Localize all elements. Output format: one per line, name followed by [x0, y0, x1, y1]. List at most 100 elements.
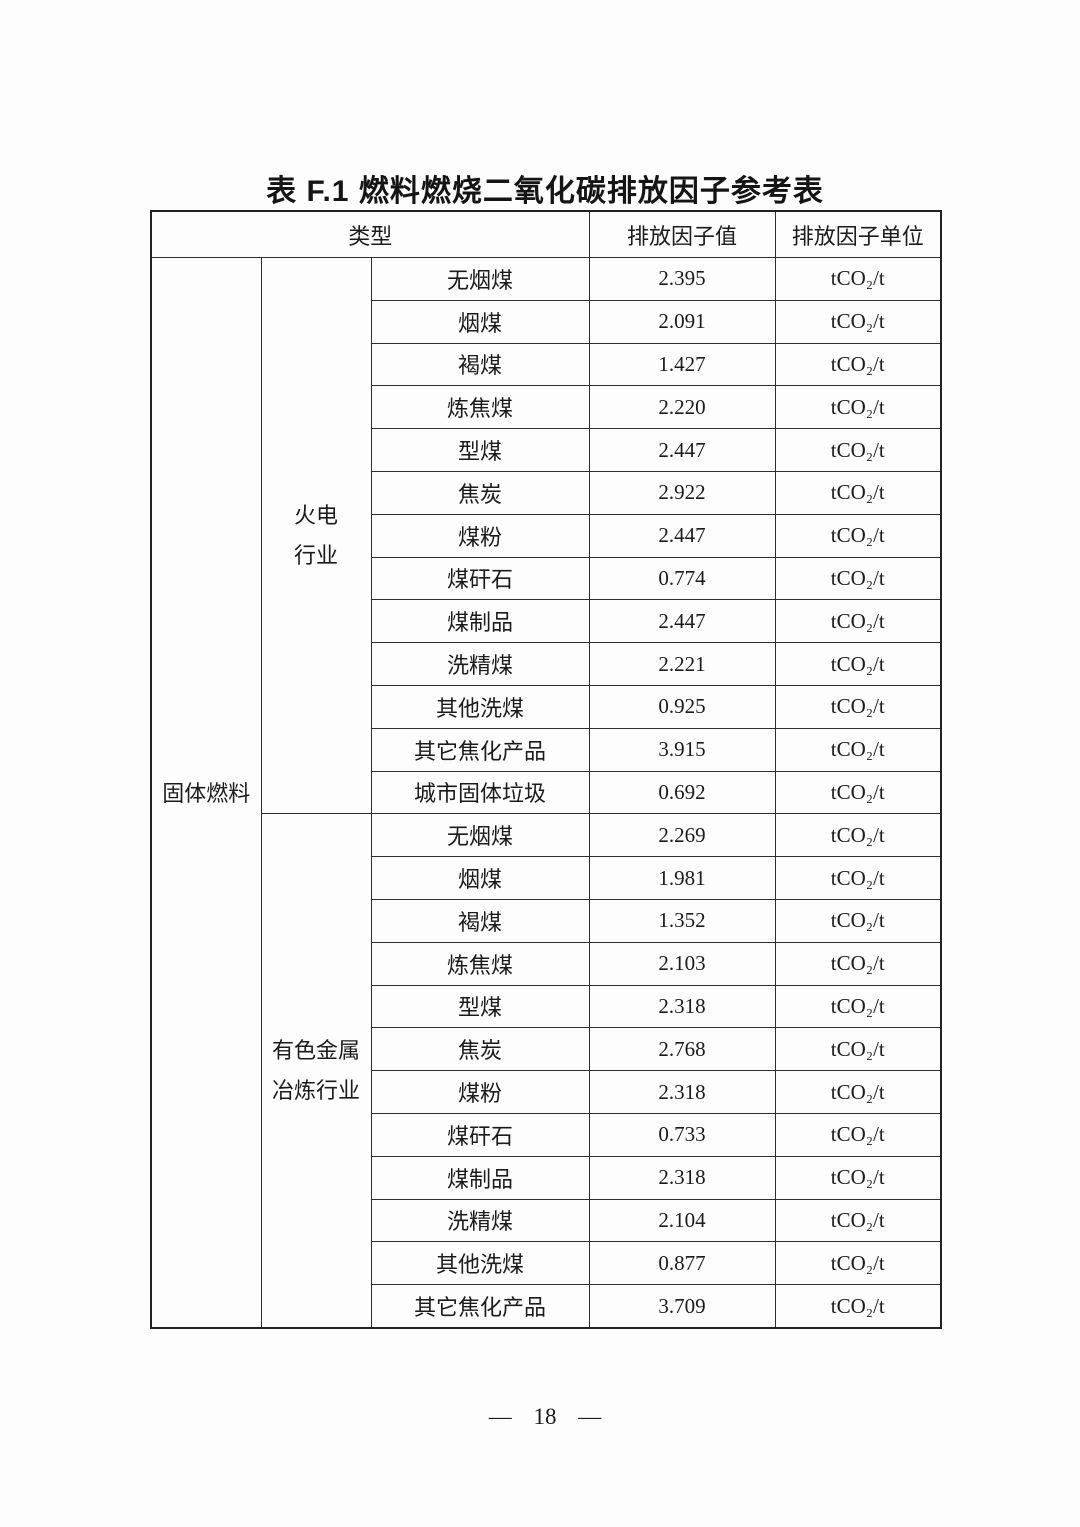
- table-row: 焦炭 2.922 tCO₂/t: [151, 470, 942, 515]
- table-row: 褐煤 1.352 tCO₂/t: [151, 898, 942, 943]
- emission-factor-value-cell: 3.915: [588, 727, 776, 772]
- emission-factor-value-cell: 2.768: [588, 1027, 776, 1072]
- table-row: 城市固体垃圾 0.692 tCO₂/t: [151, 770, 942, 815]
- table-row: 焦炭 2.768 tCO₂/t: [151, 1027, 942, 1072]
- table-title: 表 F.1 燃料燃烧二氧化碳排放因子参考表: [266, 175, 824, 208]
- fuel-name-cell: 其他洗煤: [370, 1241, 590, 1286]
- emission-factor-unit-cell: tCO₂/t: [774, 941, 942, 986]
- emission-factor-value-cell: 2.318: [588, 1155, 776, 1200]
- fuel-name-cell: 炼焦煤: [370, 385, 590, 430]
- emission-factor-unit-cell: tCO₂/t: [774, 984, 942, 1029]
- table-row: 型煤 2.447 tCO₂/t: [151, 428, 942, 472]
- emission-factor-value-cell: 1.981: [588, 856, 776, 900]
- emission-factor-value-cell: 3.709: [588, 1284, 776, 1329]
- fuel-name-cell: 炼焦煤: [370, 941, 590, 986]
- fuel-name-cell: 型煤: [370, 428, 590, 472]
- emission-factor-table: 类型 排放因子值 排放因子单位 固体燃料 火电 行业 无烟煤 2.395 tCO₂/t 烟煤…: [150, 210, 942, 1329]
- table-row: 型煤 2.318 tCO₂/t: [151, 984, 942, 1029]
- table-row: 洗精煤 2.221 tCO₂/t: [151, 642, 942, 686]
- fuel-name-cell: 烟煤: [370, 856, 590, 900]
- header-value: 排放因子值: [588, 210, 776, 258]
- table-row: 煤矸石 0.733 tCO₂/t: [151, 1112, 942, 1157]
- fuel-name-cell: 煤制品: [370, 1155, 590, 1200]
- category-cell: 固体燃料: [150, 256, 262, 1329]
- table-body: 固体燃料 火电 行业 无烟煤 2.395 tCO₂/t 烟煤 2.091 tCO₂/t 褐煤 1.4…: [150, 256, 942, 1329]
- emission-factor-value-cell: 1.352: [588, 898, 776, 943]
- fuel-name-cell: 无烟煤: [370, 813, 590, 858]
- table-row: 炼焦煤 2.103 tCO₂/t: [151, 941, 942, 986]
- emission-factor-value-cell: 0.733: [588, 1112, 776, 1157]
- fuel-name-cell: 焦炭: [370, 470, 590, 515]
- emission-factor-value-cell: 2.318: [588, 1070, 776, 1114]
- emission-factor-unit-cell: tCO₂/t: [774, 642, 942, 686]
- fuel-name-cell: 褐煤: [370, 342, 590, 387]
- emission-factor-value-cell: 0.692: [588, 770, 776, 815]
- emission-factor-value-cell: 0.925: [588, 684, 776, 729]
- emission-factor-unit-cell: tCO₂/t: [774, 299, 942, 344]
- emission-factor-value-cell: 2.103: [588, 941, 776, 986]
- table-row: 有色金属 冶炼行业 无烟煤 2.269 tCO₂/t: [151, 813, 942, 1329]
- table-row: 煤制品 2.447 tCO₂/t: [151, 599, 942, 644]
- fuel-name-cell: 其它焦化产品: [370, 727, 590, 772]
- emission-factor-unit-cell: tCO₂/t: [774, 385, 942, 430]
- table-row: 煤粉 2.447 tCO₂/t: [151, 513, 942, 558]
- emission-factor-unit-cell: tCO₂/t: [774, 556, 942, 601]
- fuel-name-cell: 煤矸石: [370, 556, 590, 601]
- emission-factor-unit-cell: tCO₂/t: [774, 684, 942, 729]
- emission-factor-value-cell: 2.318: [588, 984, 776, 1029]
- page-number: — 18 —: [488, 1404, 602, 1429]
- fuel-name-cell: 其他洗煤: [370, 684, 590, 729]
- table-row: 煤矸石 0.774 tCO₂/t: [151, 556, 942, 601]
- fuel-name-cell: 无烟煤: [370, 257, 590, 301]
- emission-factor-unit-cell: tCO₂/t: [774, 856, 942, 900]
- fuel-name-cell: 煤制品: [370, 599, 590, 644]
- fuel-name-cell: 煤矸石: [370, 1112, 590, 1157]
- emission-factor-unit-cell: tCO₂/t: [774, 1241, 942, 1286]
- emission-factor-unit-cell: tCO₂/t: [774, 727, 942, 772]
- fuel-name-cell: 焦炭: [370, 1027, 590, 1072]
- fuel-name-cell: 煤粉: [370, 1070, 590, 1114]
- emission-factor-unit-cell: tCO₂/t: [774, 1198, 942, 1243]
- industry-group-label-line: 行业: [293, 542, 338, 568]
- fuel-name-cell: 煤粉: [370, 513, 590, 558]
- emission-factor-value-cell: 2.395: [588, 257, 776, 301]
- table-row: 其他洗煤 0.877 tCO₂/t: [151, 1241, 942, 1286]
- table-row: 烟煤 1.981 tCO₂/t: [151, 856, 942, 900]
- fuel-name-cell: 烟煤: [370, 299, 590, 344]
- emission-factor-value-cell: 2.221: [588, 642, 776, 686]
- industry-group-cell: 火电 行业: [260, 256, 372, 815]
- emission-factor-unit-cell: tCO₂/t: [774, 813, 942, 858]
- emission-factor-value-cell: 2.447: [588, 599, 776, 644]
- emission-factor-unit-cell: tCO₂/t: [774, 599, 942, 644]
- emission-factor-value-cell: 2.220: [588, 385, 776, 430]
- fuel-name-cell: 城市固体垃圾: [370, 770, 590, 815]
- emission-factor-unit-cell: tCO₂/t: [774, 470, 942, 515]
- emission-factor-unit-cell: tCO₂/t: [774, 770, 942, 815]
- table-row: 洗精煤 2.104 tCO₂/t: [151, 1198, 942, 1243]
- industry-group-cell: 有色金属 冶炼行业: [260, 813, 372, 1329]
- industry-group-label-line: 冶炼行业: [271, 1077, 360, 1103]
- header-unit: 排放因子单位: [774, 210, 942, 258]
- header-type: 类型: [150, 210, 590, 258]
- fuel-name-cell: 褐煤: [370, 898, 590, 943]
- emission-factor-unit-cell: tCO₂/t: [774, 1284, 942, 1329]
- emission-factor-unit-cell: tCO₂/t: [774, 513, 942, 558]
- fuel-name-cell: 型煤: [370, 984, 590, 1029]
- emission-factor-value-cell: 2.447: [588, 513, 776, 558]
- emission-factor-unit-cell: tCO₂/t: [774, 1112, 942, 1157]
- emission-factor-value-cell: 1.427: [588, 342, 776, 387]
- table-row: 固体燃料 火电 行业 无烟煤 2.395 tCO₂/t: [150, 256, 942, 1329]
- emission-factor-unit-cell: tCO₂/t: [774, 342, 942, 387]
- emission-factor-value-cell: 2.104: [588, 1198, 776, 1243]
- header-row: 类型 排放因子值 排放因子单位: [150, 210, 942, 258]
- industry-group-label-line: 有色金属: [271, 1037, 360, 1063]
- fuel-name-cell: 洗精煤: [370, 1198, 590, 1243]
- industry-group-label-line: 火电: [293, 502, 338, 528]
- emission-factor-value-cell: 2.447: [588, 428, 776, 472]
- fuel-name-cell: 洗精煤: [370, 642, 590, 686]
- emission-factor-value-cell: 2.091: [588, 299, 776, 344]
- table-row: 其它焦化产品 3.709 tCO₂/t: [151, 1284, 942, 1329]
- table-row: 煤制品 2.318 tCO₂/t: [151, 1155, 942, 1200]
- emission-factor-unit-cell: tCO₂/t: [774, 257, 942, 301]
- fuel-name-cell: 其它焦化产品: [370, 1284, 590, 1329]
